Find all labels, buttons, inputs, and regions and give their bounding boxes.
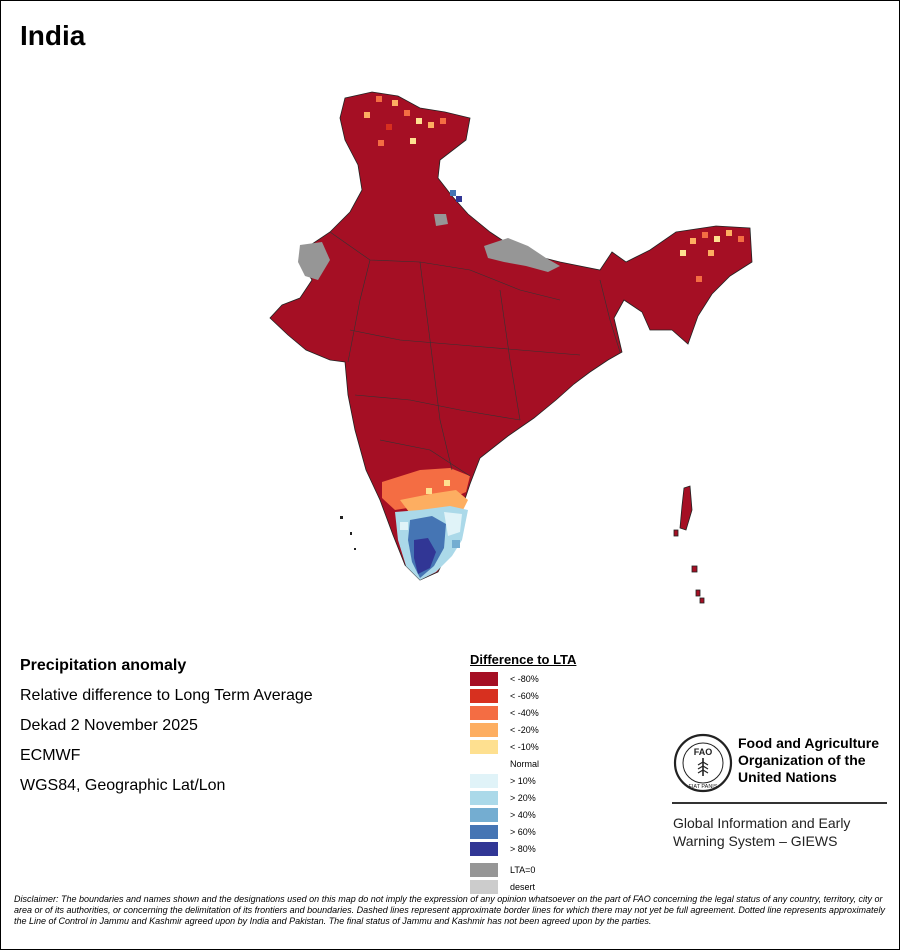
legend-label: > 20% [510,793,536,803]
legend-label: > 10% [510,776,536,786]
country-title: India [20,20,86,51]
lta0-small-patch [434,214,448,226]
india-map [269,91,753,604]
legend-swatch [470,757,498,771]
himalaya-anomaly-cells [364,96,462,202]
legend-label: < -20% [510,725,539,735]
map-heading: Precipitation anomaly [20,657,187,674]
legend-label: < -10% [510,742,539,752]
legend-label: > 40% [510,810,536,820]
lta0-west-patch [298,242,330,280]
org-name-line: Organization of the [738,752,866,768]
legend: Difference to LTA < -80% < -60% < -40% <… [470,652,620,896]
legend-title: Difference to LTA [470,652,577,667]
giews-line: Warning System – GIEWS [673,833,838,849]
giews-line: Global Information and Early [673,815,851,831]
legend-row: > 40% [470,807,620,824]
giews-system-name: Global Information and Early Warning Sys… [673,814,888,850]
legend-row: > 60% [470,824,620,841]
legend-label: > 60% [510,827,536,837]
legend-swatch [470,880,498,894]
fao-logo-icon: FAO FIAT PANIS [673,733,733,793]
legend-swatch [470,723,498,737]
legend-row: < -80% [470,671,620,688]
map-subtitle: Relative difference to Long Term Average [20,687,313,704]
andaman-nicobar-islands [673,485,705,604]
india-landmass [269,91,753,581]
map-projection: WGS84, Geographic Lat/Lon [20,777,226,794]
org-name-line: United Nations [738,769,837,785]
south-anomaly [382,468,470,580]
legend-swatch [470,842,498,856]
legend-label: Normal [510,759,540,769]
legend-row: < -60% [470,688,620,705]
legend-label: desert [510,882,536,892]
legend-swatch [470,672,498,686]
legend-row: > 80% [470,841,620,858]
logo-motto: FIAT PANIS [688,784,717,790]
legend-row: < -20% [470,722,620,739]
legend-row: < -40% [470,705,620,722]
legend-swatch [470,863,498,877]
legend-swatch [470,774,498,788]
northeast-anomaly-cells [680,230,744,282]
lakshadweep-islands [340,516,356,550]
legend-row: LTA=0 [470,862,620,879]
legend-swatch [470,689,498,703]
legend-label: < -60% [510,691,539,701]
legend-row: > 20% [470,790,620,807]
state-borders [329,231,621,477]
legend-swatch [470,706,498,720]
lta0-north-patch [484,238,560,272]
map-period: Dekad 2 November 2025 [20,717,198,734]
legend-swatch [470,825,498,839]
map-model: ECMWF [20,747,81,764]
legend-row: desert [470,879,620,896]
legend-label: < -40% [510,708,539,718]
organization-name: Food and Agriculture Organization of the… [738,735,898,786]
legend-row: > 10% [470,773,620,790]
legend-swatch [470,808,498,822]
org-name-line: Food and Agriculture [738,735,880,751]
legend-row: < -10% [470,739,620,756]
map-info: Precipitation anomaly Relative differenc… [20,656,313,806]
legend-label: < -80% [510,674,539,684]
legend-label: LTA=0 [510,865,536,875]
legend-row: Normal [470,756,620,773]
disclaimer: Disclaimer: The boundaries and names sho… [14,894,885,926]
legend-label: > 80% [510,844,536,854]
legend-swatch [470,740,498,754]
legend-swatch [470,791,498,805]
logo-text: FAO [694,747,713,757]
divider [672,802,887,804]
